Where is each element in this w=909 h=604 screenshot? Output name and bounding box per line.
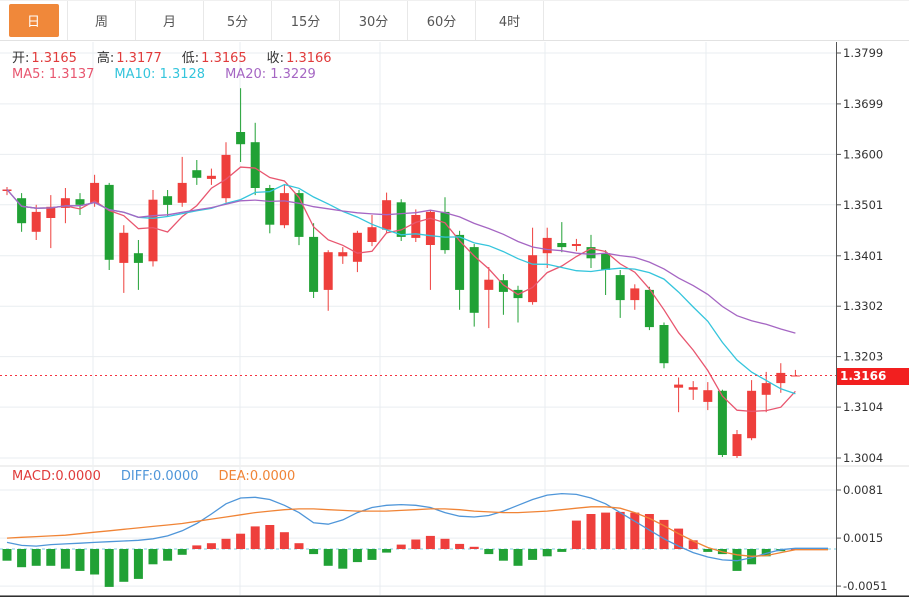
tab-label: 15分 [290,15,321,30]
low-readout: 低: 1.3165 [181,51,247,66]
tab-30min[interactable]: 30分 [340,1,408,40]
tab-week[interactable]: 周 [68,1,136,40]
ma-readout: MA5: 1.3137 MA10: 1.3128 MA20: 1.3229 [12,67,316,82]
tab-label: 日 [8,4,59,37]
macd-chart[interactable]: 0.0081 0.0015 -0.0051 [0,465,909,604]
candlestick-chart[interactable]: 1.3799 1.3699 1.3600 1.3501 1.3401 1.3302 1.32… [0,42,909,465]
tab-15min[interactable]: 15分 [272,1,340,40]
tab-label: 周 [94,15,108,30]
svg-text:0.0015: 0.0015 [843,531,883,545]
open-readout: 开: 1.3165 [12,51,77,66]
timeframe-tabs: 日 周 月 5分 15分 30分 60分 4时 [0,0,909,41]
svg-text:0.0081: 0.0081 [843,483,883,497]
tab-label: 5分 [226,15,249,30]
close-readout: 收: 1.3166 [266,51,332,66]
tab-label: 60分 [426,15,457,30]
svg-text:1.3004: 1.3004 [843,451,883,465]
tab-label: 30分 [358,15,389,30]
ma10-readout: MA10: 1.3128 [114,67,206,82]
svg-text:1.3302: 1.3302 [843,299,883,313]
tab-month[interactable]: 月 [136,1,204,40]
svg-text:1.3600: 1.3600 [843,147,883,161]
dea-value-readout: DEA:0.0000 [218,469,296,484]
svg-text:1.3104: 1.3104 [843,400,883,414]
tab-label: 月 [162,15,176,30]
last-price-badge: 1.3166 [837,368,909,385]
svg-text:1.3501: 1.3501 [843,198,883,212]
diff-value-readout: DIFF:0.0000 [120,469,199,484]
svg-text:1.3203: 1.3203 [843,350,883,364]
tab-5min[interactable]: 5分 [204,1,272,40]
svg-text:1.3799: 1.3799 [843,46,883,60]
ohlc-readout: 开: 1.3165 高: 1.3177 低: 1.3165 收: 1.3166 [12,47,332,66]
tab-4hour[interactable]: 4时 [476,1,544,40]
tab-label: 4时 [498,15,521,30]
svg-text:1.3699: 1.3699 [843,97,883,111]
macd-value-readout: MACD:0.0000 [12,469,101,484]
ma5-readout: MA5: 1.3137 [12,67,95,82]
high-readout: 高: 1.3177 [96,51,162,66]
tab-60min[interactable]: 60分 [408,1,476,40]
svg-text:-0.0051: -0.0051 [843,579,887,593]
ma20-readout: MA20: 1.3229 [225,67,316,82]
tab-day[interactable]: 日 [0,1,68,40]
svg-text:1.3401: 1.3401 [843,249,883,263]
macd-readout: MACD:0.0000 DIFF:0.0000 DEA:0.0000 [12,469,295,484]
